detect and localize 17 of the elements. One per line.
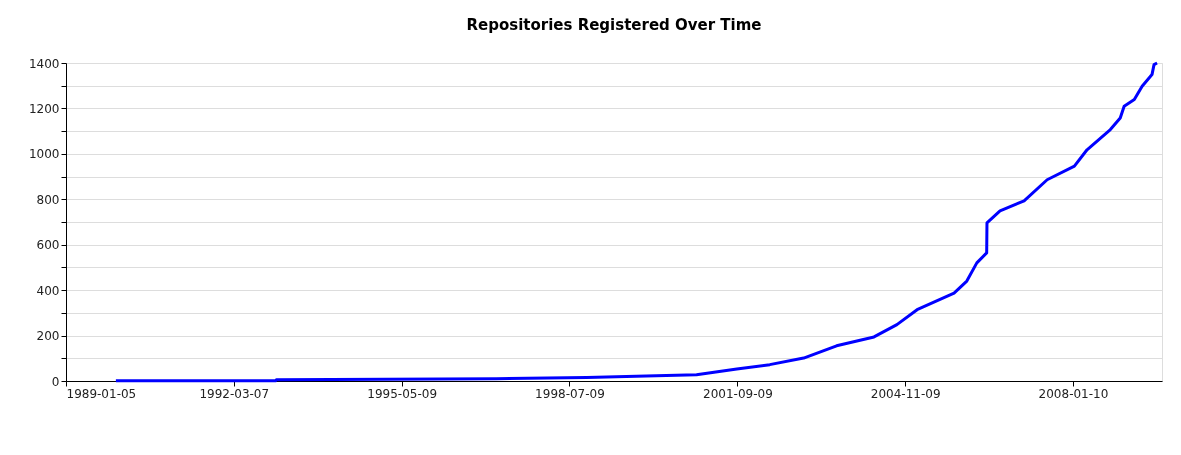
- y-tick-label: 1000: [28, 147, 60, 162]
- x-tick-label: 1989-01-05: [66, 386, 137, 401]
- x-tick-label: 1995-05-09: [367, 386, 438, 401]
- x-tick-label: 2008-01-10: [1038, 386, 1109, 401]
- line-series: [114, 61, 1159, 383]
- y-tick-label: 0: [51, 374, 60, 389]
- y-tick-label: 1200: [28, 101, 60, 116]
- x-tick-label: 2001-09-09: [703, 386, 773, 401]
- chart-title: Repositories Registered Over Time: [466, 16, 762, 34]
- y-tick-label: 400: [36, 283, 60, 298]
- y-tick-label: 600: [36, 238, 60, 253]
- x-tick-label: 1998-07-09: [535, 386, 605, 401]
- y-tick-label: 800: [36, 192, 60, 207]
- x-tick-label: 2004-11-09: [870, 386, 941, 401]
- x-tick-label: 1992-03-07: [199, 386, 270, 401]
- y-tick-label: 1400: [28, 56, 60, 71]
- y-tick-label: 200: [36, 329, 60, 344]
